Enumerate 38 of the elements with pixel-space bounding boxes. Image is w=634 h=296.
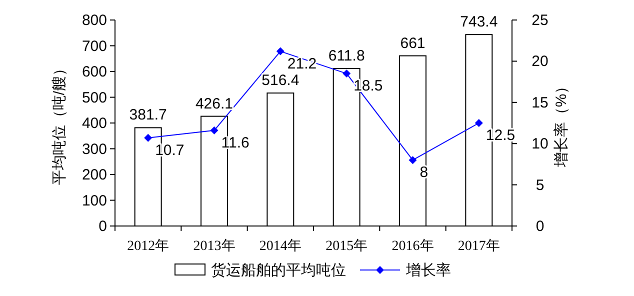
point bbox=[144, 134, 152, 142]
point bbox=[474, 119, 483, 127]
y-tick-label: 600 bbox=[82, 64, 107, 80]
data-label: 381.7 bbox=[129, 106, 167, 124]
y-tick-label: 400 bbox=[82, 115, 107, 132]
data-label: 426.1 bbox=[195, 95, 234, 112]
data-label: 611.8 bbox=[328, 47, 365, 64]
y2-tick-label: 20 bbox=[532, 53, 548, 70]
y-tick-label: 0 bbox=[98, 218, 107, 235]
data-label: 743.4 bbox=[460, 14, 498, 31]
point bbox=[210, 126, 218, 134]
y2-tick-label: 15 bbox=[532, 94, 548, 112]
point bbox=[342, 70, 351, 78]
y2-tick-label: 10 bbox=[532, 136, 548, 153]
y2-tick-label: 0 bbox=[536, 218, 544, 235]
data-label: 661 bbox=[400, 34, 426, 52]
x-tick-label: 2012年 bbox=[127, 238, 170, 254]
legend-label: 货运船舶的平均吨位 bbox=[211, 262, 346, 279]
legend-label: 增长率 bbox=[405, 262, 451, 279]
y2-tick-label: 5 bbox=[536, 176, 544, 194]
data-label: 516.4 bbox=[262, 72, 300, 90]
y2-axis-title: 增长率（%） bbox=[553, 78, 570, 168]
x-tick-label: 2017年 bbox=[458, 238, 500, 254]
y-tick-label: 100 bbox=[82, 192, 107, 210]
y-tick-label: 200 bbox=[82, 166, 107, 184]
y-tick-label: 700 bbox=[82, 38, 107, 55]
point bbox=[276, 47, 284, 56]
y-tick-label: 800 bbox=[82, 12, 107, 29]
y-axis-title: 平均吨位（吨/艘） bbox=[51, 60, 68, 186]
point bbox=[408, 156, 417, 164]
x-tick-label: 2014年 bbox=[259, 238, 302, 254]
x-tick-label: 2013年 bbox=[193, 238, 236, 254]
y-tick-label: 500 bbox=[82, 89, 107, 106]
data-label: 21.2 bbox=[287, 55, 317, 72]
y-tick-label: 300 bbox=[82, 140, 107, 158]
x-tick-label: 2016年 bbox=[392, 238, 434, 254]
x-tick-label: 2015年 bbox=[326, 238, 368, 254]
y2-tick-label: 25 bbox=[532, 12, 548, 29]
